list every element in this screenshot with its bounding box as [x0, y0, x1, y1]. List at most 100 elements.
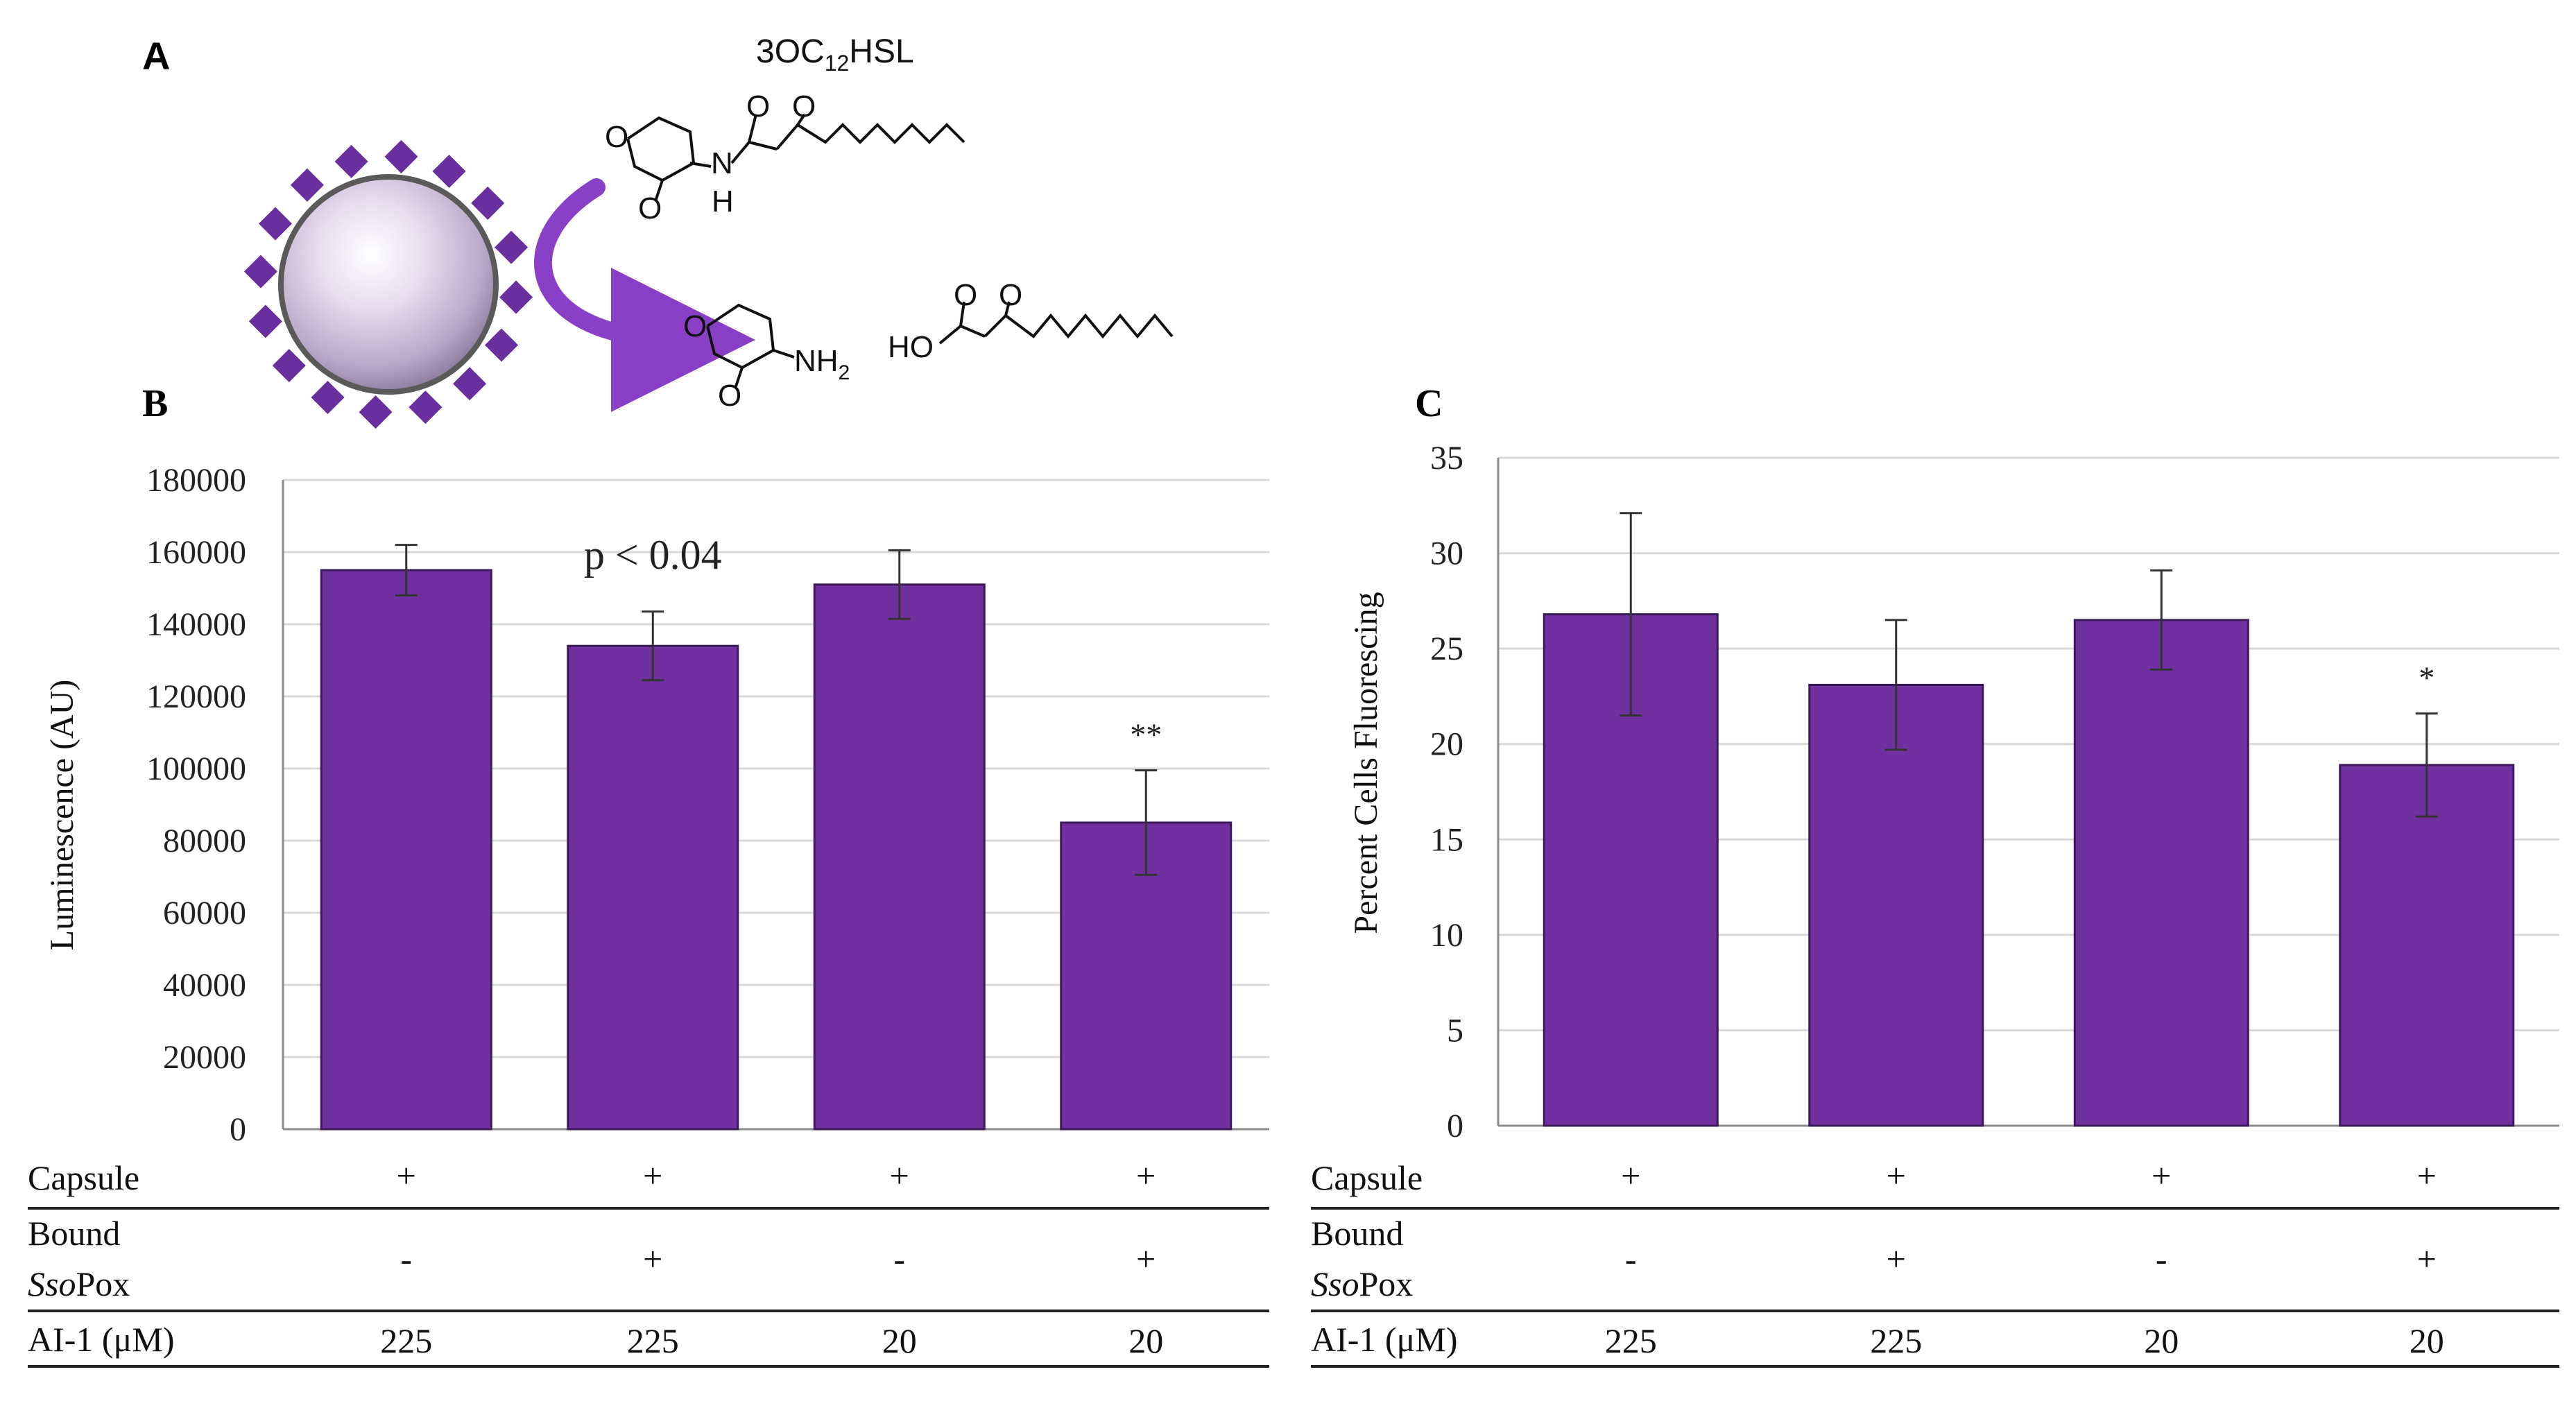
chart-b-errorbar-2	[642, 610, 664, 682]
chart-b-ylabel: Luminescence (AU)	[44, 680, 80, 951]
capsule-enzyme-diamond	[334, 144, 368, 178]
table-c-capsule-cell-2: +	[1887, 1156, 1906, 1195]
table-c-ai-cell-1: 225	[1605, 1321, 1657, 1360]
capsule-enzyme-diamond	[248, 304, 282, 338]
chart-c-bar-3	[2073, 619, 2249, 1127]
table-b-row-capsule-label: Capsule	[28, 1158, 139, 1197]
chart-b-ytick-label: 160000	[146, 534, 246, 571]
chart-c-ytick-label: 35	[1430, 440, 1463, 477]
capsule-enzyme-diamond	[311, 380, 345, 415]
chart-b-ytick-label: 140000	[146, 606, 246, 643]
capsule-enzyme-diamond	[258, 207, 293, 241]
panel-label-b: B	[142, 382, 168, 425]
capsule-enzyme-diamond	[243, 255, 277, 289]
table-c-row-bound-label-line2: SsoPox	[1311, 1264, 1413, 1303]
product-acid-chain	[938, 301, 1174, 345]
table-c-row-bound-label-line1: Bound	[1311, 1214, 1403, 1253]
atom-keto-oxygen: O	[792, 89, 816, 123]
atom-carbonyl-oxygen: O	[638, 191, 662, 225]
substrate-label: 3OC12HSL	[756, 33, 914, 76]
chart-b-annotation-2: **	[1130, 717, 1162, 753]
table-b-bound-cell-4: +	[1136, 1239, 1156, 1278]
chart-c-ytick-label: 20	[1430, 726, 1463, 763]
chart-b-errorbar-3	[888, 549, 911, 620]
chart-b-bar-2	[567, 644, 739, 1131]
chart-b-ytick-label: 100000	[146, 750, 246, 787]
acid-hydroxyl-label: HO	[888, 330, 934, 364]
chart-c-annotation-1: *	[2419, 660, 2435, 696]
table-b-ai-cell-1: 225	[380, 1321, 432, 1360]
chart-c-ytick-label: 0	[1447, 1108, 1463, 1144]
table-c-ai-cell-2: 225	[1870, 1321, 1922, 1360]
chart-b-ytick-label: 60000	[163, 895, 246, 931]
enzyme-capsule-icon	[243, 139, 533, 429]
chart-c: 0 5 10 15 20 25 30 35 *	[1430, 440, 2559, 1144]
chart-c-errorbar-3	[2150, 569, 2173, 671]
chart-c-ytick-label: 10	[1430, 917, 1463, 954]
table-c-ai-cell-4: 20	[2410, 1321, 2444, 1360]
chart-b-ytick-label: 0	[230, 1111, 246, 1148]
capsule-enzyme-diamond	[432, 154, 466, 189]
table-b-capsule-cell-2: +	[643, 1156, 662, 1195]
table-c-capsule-cell-3: +	[2152, 1156, 2171, 1195]
table-b: Capsule Bound SsoPox AI-1 (μM) + + + + - + - +2…	[28, 1156, 1269, 1368]
table-c-bound-cell-3: -	[2156, 1239, 2167, 1278]
atom-nitrogen: N	[711, 146, 733, 180]
chart-b-ytick-label: 20000	[163, 1039, 246, 1076]
chart-b-ytick-label: 40000	[163, 967, 246, 1004]
chart-b-bar-3	[813, 583, 986, 1131]
chart-c-ytick-label: 15	[1430, 821, 1463, 858]
product-homoserine-lactone	[706, 303, 795, 389]
chart-c-ylabel: Percent Cells Fluorescing	[1348, 592, 1384, 934]
chart-b: 0 20000 40000 60000 80000 100000 120000 140000 1…	[146, 462, 1269, 1148]
atom-product-carbonyl-oxygen: O	[718, 379, 741, 413]
table-b-capsule-cell-3: +	[890, 1156, 909, 1195]
chart-c-ytick-label: 30	[1430, 535, 1463, 572]
table-b-row-ai-label: AI-1 (μM)	[28, 1320, 174, 1359]
chart-b-ytick-label: 180000	[146, 462, 246, 499]
chart-c-errorbar-1	[1620, 512, 1642, 716]
table-c-bound-cell-1: -	[1625, 1239, 1637, 1278]
capsule-enzyme-diamond	[495, 230, 529, 264]
table-b-ai-cell-4: 20	[1128, 1321, 1163, 1360]
chart-c-ytick-label: 5	[1447, 1012, 1463, 1049]
table-b-ai-cell-3: 20	[882, 1321, 917, 1360]
table-c-bound-cell-4: +	[2417, 1239, 2437, 1278]
table-b-capsule-cell-1: +	[397, 1156, 416, 1195]
table-b-bound-cell-3: -	[893, 1239, 905, 1278]
table-c-capsule-cell-1: +	[1621, 1156, 1640, 1195]
chart-b-annotation-1: p < 0.04	[584, 532, 722, 578]
chart-b-ytick-label: 80000	[163, 823, 246, 859]
product-amine-label: NH2	[794, 344, 850, 384]
atom-acid-keto-oxygen: O	[999, 278, 1022, 312]
table-b-ai-cell-2: 225	[627, 1321, 679, 1360]
chart-c-errorbar-4	[2415, 712, 2438, 818]
table-c-ai-cell-3: 20	[2144, 1321, 2179, 1360]
reaction-arrow-icon	[534, 178, 755, 412]
table-b-bound-cell-1: -	[400, 1239, 412, 1278]
chart-b-ytick-label: 120000	[146, 678, 246, 715]
atom-hydrogen: H	[712, 184, 734, 218]
table-c: Capsule Bound SsoPox AI-1 (μM) + + + + - + - +2…	[1311, 1156, 2559, 1368]
capsule-enzyme-diamond	[499, 280, 533, 314]
chart-b-errorbar-4	[1135, 769, 1158, 876]
chart-c-bar-4	[2339, 764, 2515, 1127]
capsule-enzyme-diamond	[409, 390, 443, 424]
table-c-capsule-cell-4: +	[2417, 1156, 2437, 1195]
substrate-molecule	[626, 113, 965, 202]
table-b-capsule-cell-4: +	[1136, 1156, 1156, 1195]
table-c-row-ai-label: AI-1 (μM)	[1311, 1320, 1457, 1359]
table-c-row-capsule-label: Capsule	[1311, 1158, 1423, 1197]
chart-c-bar-2	[1808, 683, 1984, 1127]
panel-label-c: C	[1415, 382, 1443, 425]
capsule-enzyme-diamond	[359, 395, 393, 429]
atom-acid-oxygen: O	[954, 278, 977, 312]
chart-b-errorbar-1	[395, 544, 418, 596]
capsule-enzyme-diamond	[471, 186, 505, 220]
capsule-enzyme-diamond	[384, 139, 418, 173]
panel-label-a: A	[142, 34, 170, 78]
table-b-bound-cell-2: +	[643, 1239, 662, 1278]
capsule-enzyme-diamond	[453, 367, 487, 401]
capsule-enzyme-diamond	[290, 168, 324, 202]
